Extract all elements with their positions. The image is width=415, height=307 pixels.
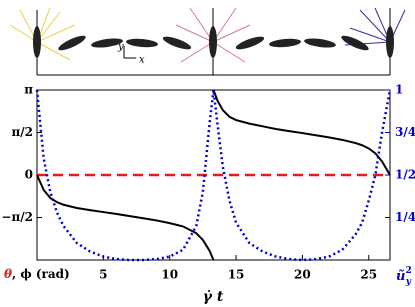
fan-lines	[344, 7, 406, 46]
y-tick-label: π/2	[11, 125, 33, 139]
data-line	[36, 89, 391, 261]
ellipsoids	[33, 26, 394, 58]
y2-axis-label: ũ2 y	[396, 266, 412, 287]
y2-tick-label: 1/2	[395, 168, 415, 182]
y2-label-base: ũ	[396, 269, 405, 284]
x-tick-label: 25	[360, 268, 377, 282]
y-tick-label: π	[24, 83, 33, 97]
inset-x-label: x	[139, 55, 145, 66]
orientation-illustration: y x	[9, 7, 406, 76]
y2-label-sub: y	[405, 277, 412, 287]
y2-tick-label: 1	[395, 83, 403, 97]
y-axis-label-part: , ϕ (rad)	[12, 267, 70, 281]
y-axis-label-part: θ	[4, 267, 12, 281]
inset-axes	[123, 46, 136, 59]
y2-tick-label: 1/4	[395, 210, 415, 224]
y-axis-label: θ, ϕ (rad)	[4, 267, 70, 281]
fan-lines	[9, 7, 76, 61]
fan-lines	[175, 7, 251, 63]
x-tick-label: 10	[161, 268, 178, 282]
x-tick-label: 20	[294, 268, 311, 282]
y-tick-label: 0	[25, 168, 33, 182]
y-tick-label: −π/2	[1, 210, 33, 224]
y2-label-sup: 2	[405, 266, 411, 276]
x-tick-label: 15	[228, 268, 245, 282]
y2-tick-label: 3/4	[395, 125, 415, 139]
inset-y-label: y	[117, 42, 124, 53]
x-tick-label: 5	[99, 268, 107, 282]
x-axis-label: γ̇ t	[203, 288, 224, 305]
